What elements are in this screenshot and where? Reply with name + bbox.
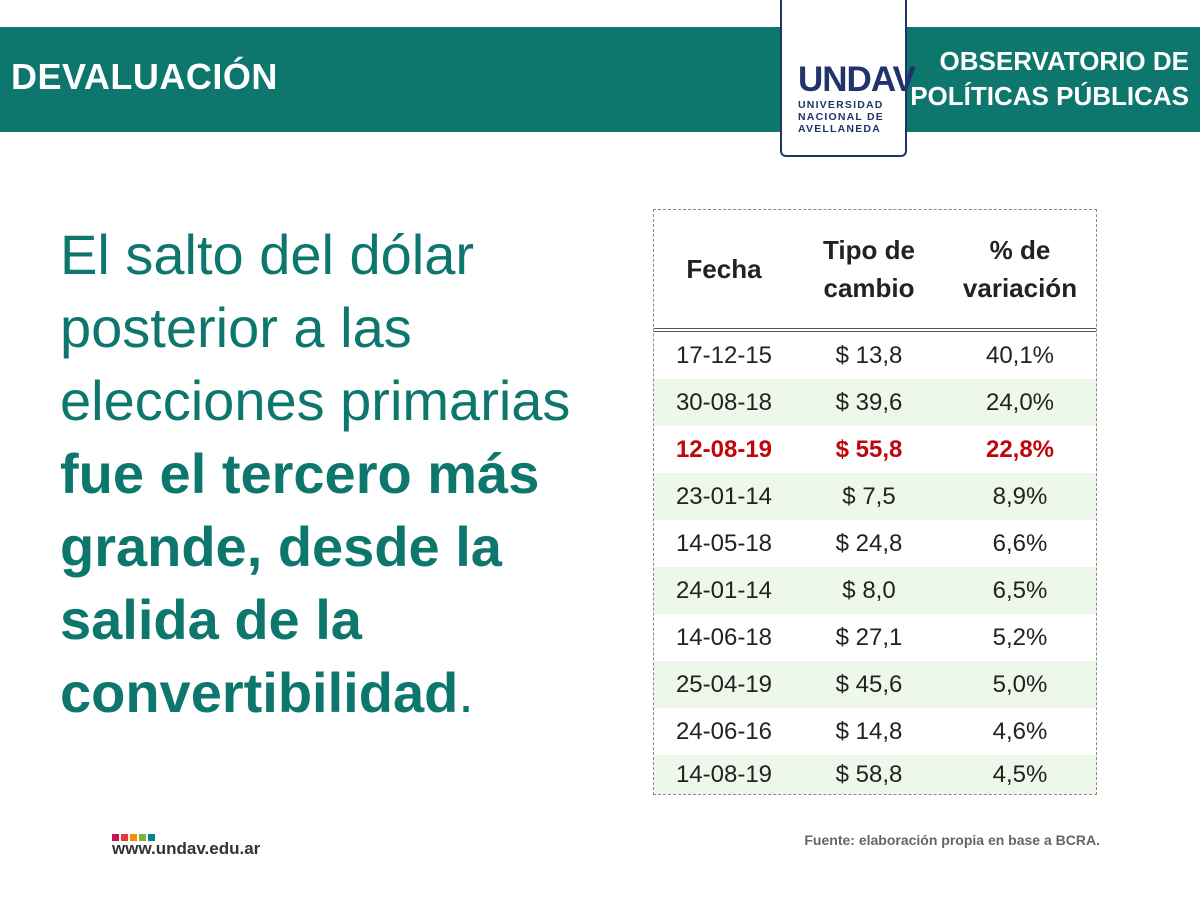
exchange-rate-table: Fecha Tipo de cambio % de variación 17-1…	[653, 209, 1097, 795]
headline-ending: .	[458, 661, 474, 724]
cell-variacion: 8,9%	[992, 483, 1048, 510]
color-dot	[121, 834, 128, 841]
header-variacion: % de variación	[944, 231, 1096, 307]
color-dot	[130, 834, 137, 841]
page-title: DEVALUACIÓN	[11, 56, 278, 97]
cell-fecha: 17-12-15	[675, 342, 773, 369]
website-url: www.undav.edu.ar	[112, 839, 261, 858]
cell-variacion: 24,0%	[985, 389, 1055, 416]
color-dot	[148, 834, 155, 841]
cell-fecha: 14-05-18	[675, 530, 773, 557]
headline-bold: fue el tercero más grande, desde la sali…	[60, 442, 540, 724]
header-tipo-de-cambio: Tipo de cambio	[794, 231, 944, 307]
header-banner	[0, 27, 1200, 132]
cell-variacion: 6,6%	[992, 530, 1048, 557]
table-row: 24-06-16 $ 14,8 4,6%	[654, 708, 1096, 755]
source-note: Fuente: elaboración propia en base a BCR…	[804, 832, 1100, 848]
headline-regular: El salto del dólar posterior a las elecc…	[60, 223, 571, 432]
undav-logo: UNDAV UNIVERSIDAD NACIONAL DE AVELLANEDA	[780, 0, 916, 157]
observatory-title: OBSERVATORIO DE POLÍTICAS PÚBLICAS	[909, 44, 1189, 114]
table-row: 25-04-19 $ 45,6 5,0%	[654, 661, 1096, 708]
color-dot	[112, 834, 119, 841]
cell-tipo: $ 13,8	[835, 342, 903, 369]
table-row: 24-01-14 $ 8,0 6,5%	[654, 567, 1096, 614]
cell-fecha: 14-06-18	[675, 624, 773, 651]
cell-fecha: 25-04-19	[675, 671, 773, 698]
brand-color-dots	[112, 828, 157, 846]
cell-variacion: 4,6%	[992, 718, 1048, 745]
cell-tipo: $ 27,1	[835, 624, 903, 651]
logo-text: UNIVERSIDAD NACIONAL DE AVELLANEDA	[798, 99, 898, 135]
cell-variacion: 6,5%	[992, 577, 1048, 604]
table-row: 30-08-18 $ 39,6 24,0%	[654, 379, 1096, 426]
table-row-highlighted: 12-08-19 $ 55,8 22,8%	[654, 426, 1096, 473]
header-var-line2: variación	[962, 273, 1078, 303]
table-row: 14-06-18 $ 27,1 5,2%	[654, 614, 1096, 661]
table-row: 14-05-18 $ 24,8 6,6%	[654, 520, 1096, 567]
header-fecha: Fecha	[686, 254, 762, 284]
cell-variacion: 5,2%	[992, 624, 1048, 651]
cell-tipo: $ 14,8	[835, 718, 903, 745]
cell-variacion: 22,8%	[985, 436, 1055, 463]
cell-tipo: $ 55,8	[835, 436, 903, 463]
header-var-line1: % de	[989, 235, 1051, 265]
observatory-title-line2: POLÍTICAS PÚBLICAS	[910, 81, 1189, 111]
cell-variacion: 40,1%	[985, 342, 1055, 369]
table-row: 23-01-14 $ 7,5 8,9%	[654, 473, 1096, 520]
cell-tipo: $ 7,5	[842, 483, 896, 510]
cell-tipo: $ 8,0	[842, 577, 896, 604]
observatory-title-line1: OBSERVATORIO DE	[939, 46, 1189, 76]
logo-mark: UNDAV	[798, 60, 916, 99]
cell-fecha: 14-08-19	[675, 761, 773, 788]
cell-fecha: 24-01-14	[675, 577, 773, 604]
logo-line1: UNIVERSIDAD	[798, 99, 884, 111]
cell-fecha: 30-08-18	[675, 389, 773, 416]
header-tipo-line1: Tipo de	[823, 235, 915, 265]
header-tipo-line2: cambio	[823, 273, 915, 303]
cell-fecha: 24-06-16	[675, 718, 773, 745]
table-header: Fecha Tipo de cambio % de variación	[654, 210, 1096, 332]
logo-line2: NACIONAL DE	[798, 111, 884, 123]
color-dot	[139, 834, 146, 841]
cell-tipo: $ 58,8	[835, 761, 903, 788]
cell-fecha: 23-01-14	[675, 483, 773, 510]
cell-variacion: 4,5%	[992, 761, 1048, 788]
cell-fecha: 12-08-19	[675, 436, 773, 463]
cell-tipo: $ 39,6	[835, 389, 903, 416]
cell-tipo: $ 24,8	[835, 530, 903, 557]
cell-variacion: 5,0%	[992, 671, 1048, 698]
headline-text: El salto del dólar posterior a las elecc…	[60, 218, 600, 729]
cell-tipo: $ 45,6	[835, 671, 903, 698]
logo-line3: AVELLANEDA	[798, 123, 881, 135]
table-row: 17-12-15 $ 13,8 40,1%	[654, 332, 1096, 379]
table-row: 14-08-19 $ 58,8 4,5%	[654, 755, 1096, 794]
